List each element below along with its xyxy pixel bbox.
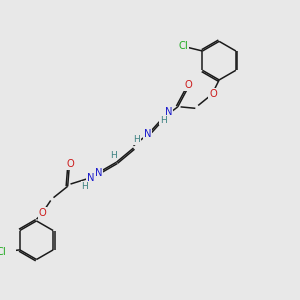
Text: H: H: [134, 135, 140, 144]
Text: O: O: [209, 88, 217, 99]
Text: H: H: [110, 152, 116, 160]
Text: N: N: [87, 173, 94, 183]
Text: N: N: [95, 168, 103, 178]
Text: N: N: [144, 129, 152, 140]
Text: O: O: [66, 159, 74, 169]
Text: H: H: [160, 116, 167, 125]
Text: O: O: [39, 208, 46, 218]
Text: N: N: [165, 107, 172, 117]
Text: O: O: [184, 80, 192, 90]
Text: Cl: Cl: [178, 41, 188, 51]
Text: Cl: Cl: [0, 247, 6, 257]
Text: H: H: [81, 182, 88, 191]
